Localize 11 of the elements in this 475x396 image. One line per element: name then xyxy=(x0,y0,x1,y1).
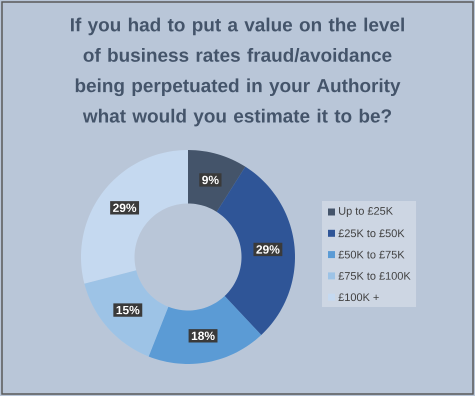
legend-label: Up to £25K xyxy=(339,207,393,217)
chart-title: If you had to put a value on the level of business rates fraud/avoidance being perpetuated in your Authority what would you estimate it to be? xyxy=(71,18,404,126)
data-label: 18% xyxy=(192,332,215,340)
data-label: 9% xyxy=(202,176,219,184)
legend-label: £100K + xyxy=(338,293,379,302)
data-label: 29% xyxy=(256,245,280,254)
data-label: 15% xyxy=(116,306,140,314)
legend-label: £50K to £75K xyxy=(338,250,404,258)
data-label: 29% xyxy=(113,204,136,212)
legend-label: £75K to £100K xyxy=(338,272,411,280)
legend-label: £25K to £50K xyxy=(338,229,404,238)
